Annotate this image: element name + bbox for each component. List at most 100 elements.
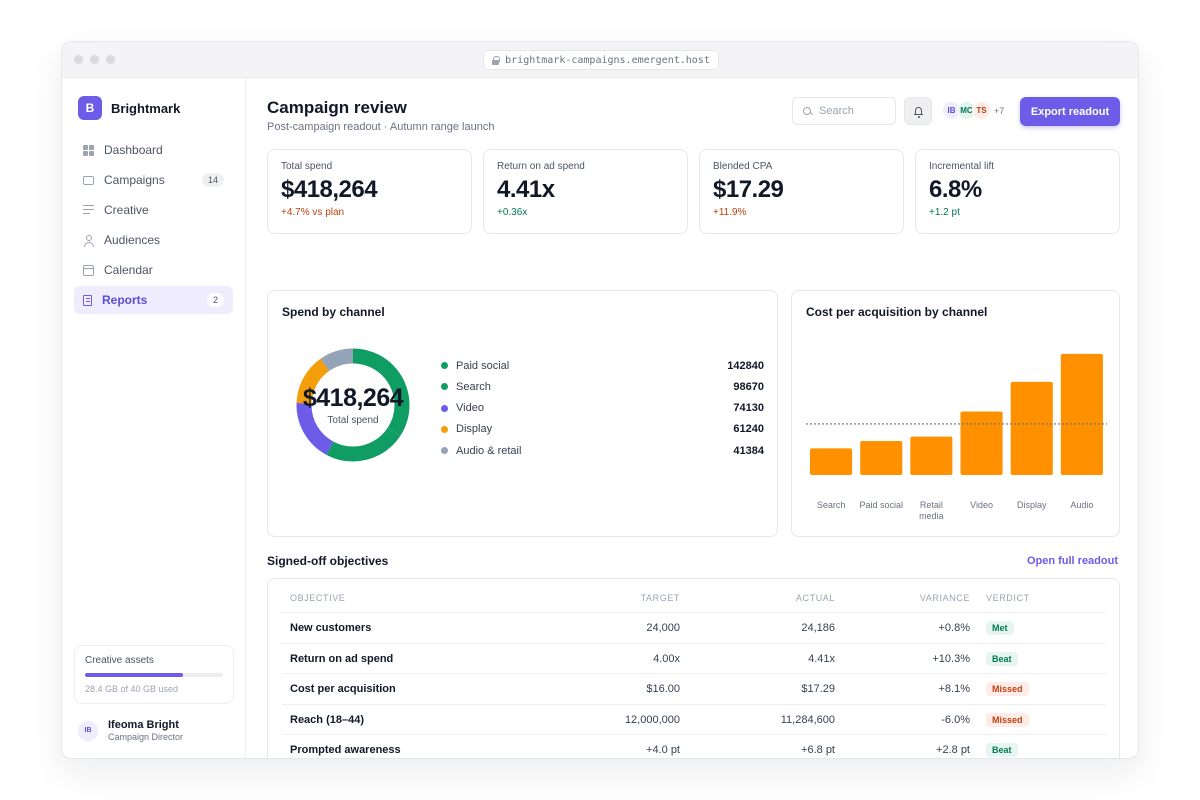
column-header-actual[interactable]: ACTUAL	[795, 593, 835, 603]
objective-cell: Reach (18–44)	[290, 713, 364, 726]
kpi-label: Blended CPA	[713, 161, 773, 172]
storage-meta: 28.4 GB of 40 GB used	[85, 684, 179, 694]
sidebar: B Brightmark Dashboard Campaigns 14 Crea…	[62, 78, 246, 758]
bar-audio[interactable]	[1060, 353, 1103, 475]
storage-progress-fill	[85, 673, 183, 677]
minimize-window-dot[interactable]	[90, 55, 99, 64]
target-cell: 12,000,000	[624, 713, 680, 726]
objective-cell: Return on ad spend	[290, 652, 394, 665]
table-row[interactable]: Reach (18–44) 12,000,000 11,284,600 -6.0% Mi…	[282, 703, 1106, 735]
column-header-objective[interactable]: OBJECTIVE	[290, 593, 346, 603]
sidebar-item-label: Reports	[102, 293, 148, 307]
kpi-card-incremental-lift: Incremental lift 6.8% +1.2 pt	[915, 149, 1120, 234]
sidebar-item-label: Dashboard	[104, 143, 163, 157]
objective-cell: Prompted awareness	[290, 744, 401, 757]
avatar: IB	[78, 720, 98, 741]
avatar: TS	[972, 101, 991, 120]
variance-cell: +8.1%	[938, 683, 971, 696]
sidebar-item-label: Campaigns	[104, 173, 165, 187]
kpi-delta: +1.2 pt	[929, 207, 960, 218]
sidebar-item-creative[interactable]: Creative	[74, 196, 233, 224]
target-cell: +4.0 pt	[646, 744, 680, 757]
legend-swatch	[441, 447, 448, 455]
user-name: Ifeoma Bright	[108, 719, 179, 731]
sidebar-item-label: Creative	[104, 203, 149, 217]
search-box[interactable]	[792, 97, 896, 125]
sidebar-item-calendar[interactable]: Calendar	[74, 256, 233, 284]
address-bar[interactable]: brightmark-campaigns.emergent.host	[483, 50, 719, 70]
reports-count-badge: 2	[206, 293, 224, 307]
verdict-badge: Beat	[986, 743, 1018, 758]
bar-label: Video	[970, 500, 993, 510]
verdict-badge: Missed	[986, 682, 1029, 697]
actual-cell: 4.41x	[808, 652, 835, 665]
table-row[interactable]: New customers 24,000 24,186 +0.8% Met	[282, 612, 1106, 643]
kpi-label: Incremental lift	[929, 161, 995, 172]
kpi-value: $418,264	[281, 176, 378, 203]
target-cell: $16.00	[646, 683, 680, 696]
legend-label: Paid social	[456, 359, 510, 372]
bar-search[interactable]	[810, 448, 853, 475]
legend-item: Video 74130	[441, 398, 764, 419]
user-icon	[83, 234, 94, 247]
sidebar-item-campaigns[interactable]: Campaigns 14	[74, 166, 233, 194]
table-row[interactable]: Prompted awareness +4.0 pt +6.8 pt +2.8 pt B…	[282, 734, 1106, 758]
legend-label: Display	[456, 423, 493, 436]
legend-value: 61240	[733, 423, 764, 436]
donut-slice-video[interactable]	[296, 348, 410, 462]
verdict-badge: Missed	[986, 712, 1029, 727]
maximize-window-dot[interactable]	[106, 55, 115, 64]
notifications-button[interactable]	[904, 97, 932, 125]
brand-logo: B	[78, 96, 102, 120]
close-window-dot[interactable]	[74, 55, 83, 64]
bar-retail-media[interactable]	[910, 436, 953, 475]
kpi-card-total-spend: Total spend $418,264 +4.7% vs plan	[267, 149, 472, 234]
open-full-readout-link[interactable]: Open full readout	[1026, 555, 1118, 567]
bar-display[interactable]	[1010, 381, 1053, 475]
column-header-verdict[interactable]: VERDICT	[986, 593, 1030, 603]
legend-value: 41384	[733, 444, 764, 457]
variance-cell: +2.8 pt	[936, 744, 970, 757]
brand[interactable]: B Brightmark	[78, 96, 180, 120]
bar-video[interactable]	[960, 411, 1003, 476]
bar-paid-social[interactable]	[860, 441, 903, 475]
verdict-badge: Met	[986, 621, 1014, 635]
search-input[interactable]	[819, 105, 891, 117]
objectives-title: Signed-off objectives	[267, 554, 389, 568]
actual-cell: 24,186	[801, 622, 835, 634]
target-cell: 24,000	[646, 622, 680, 634]
donut-slice-audio-retail[interactable]	[296, 348, 410, 462]
page-subtitle: Post-campaign readout · Autumn range lau…	[267, 121, 495, 133]
actual-cell: 11,284,600	[780, 713, 835, 726]
bar-label: Paid social	[859, 500, 904, 510]
sidebar-item-audiences[interactable]: Audiences	[74, 226, 233, 254]
legend-swatch	[441, 404, 448, 412]
table-row[interactable]: Cost per acquisition $16.00 $17.29 +8.1% Mis…	[282, 673, 1106, 704]
calendar-icon	[83, 264, 94, 276]
collaborator-avatars[interactable]: IB MC TS +7	[942, 101, 1004, 120]
bar-label: Audio	[1070, 500, 1094, 510]
table-row[interactable]: Return on ad spend 4.00x 4.41x +10.3% Beat	[282, 642, 1106, 674]
column-header-target[interactable]: TARGET	[640, 593, 680, 603]
lock-icon	[492, 55, 501, 65]
variance-cell: +10.3%	[932, 652, 970, 665]
search-icon	[803, 106, 812, 116]
export-readout-button[interactable]: Export readout	[1020, 97, 1120, 126]
donut-slice-search[interactable]	[296, 348, 410, 462]
sidebar-item-dashboard[interactable]: Dashboard	[74, 136, 233, 164]
cpa-by-channel-card: Cost per acquisition by channel Search Pa…	[791, 290, 1120, 537]
sidebar-item-label: Calendar	[104, 263, 153, 277]
storage-title: Creative assets	[85, 655, 154, 666]
bar-label: Retail media	[919, 500, 944, 521]
kpi-delta: +0.36x	[497, 207, 528, 218]
user-profile[interactable]: IB Ifeoma Bright Campaign Director	[78, 719, 183, 742]
sidebar-item-reports[interactable]: Reports 2	[74, 286, 233, 314]
legend-swatch	[441, 383, 448, 391]
storage-card: Creative assets 28.4 GB of 40 GB used	[74, 645, 234, 704]
legend-value: 142840	[727, 359, 764, 372]
lines-icon	[83, 204, 94, 216]
window-controls	[74, 55, 115, 64]
cpa-bar-chart	[806, 353, 1107, 476]
column-header-variance[interactable]: VARIANCE	[919, 593, 970, 603]
spend-card-title: Spend by channel	[282, 305, 385, 319]
